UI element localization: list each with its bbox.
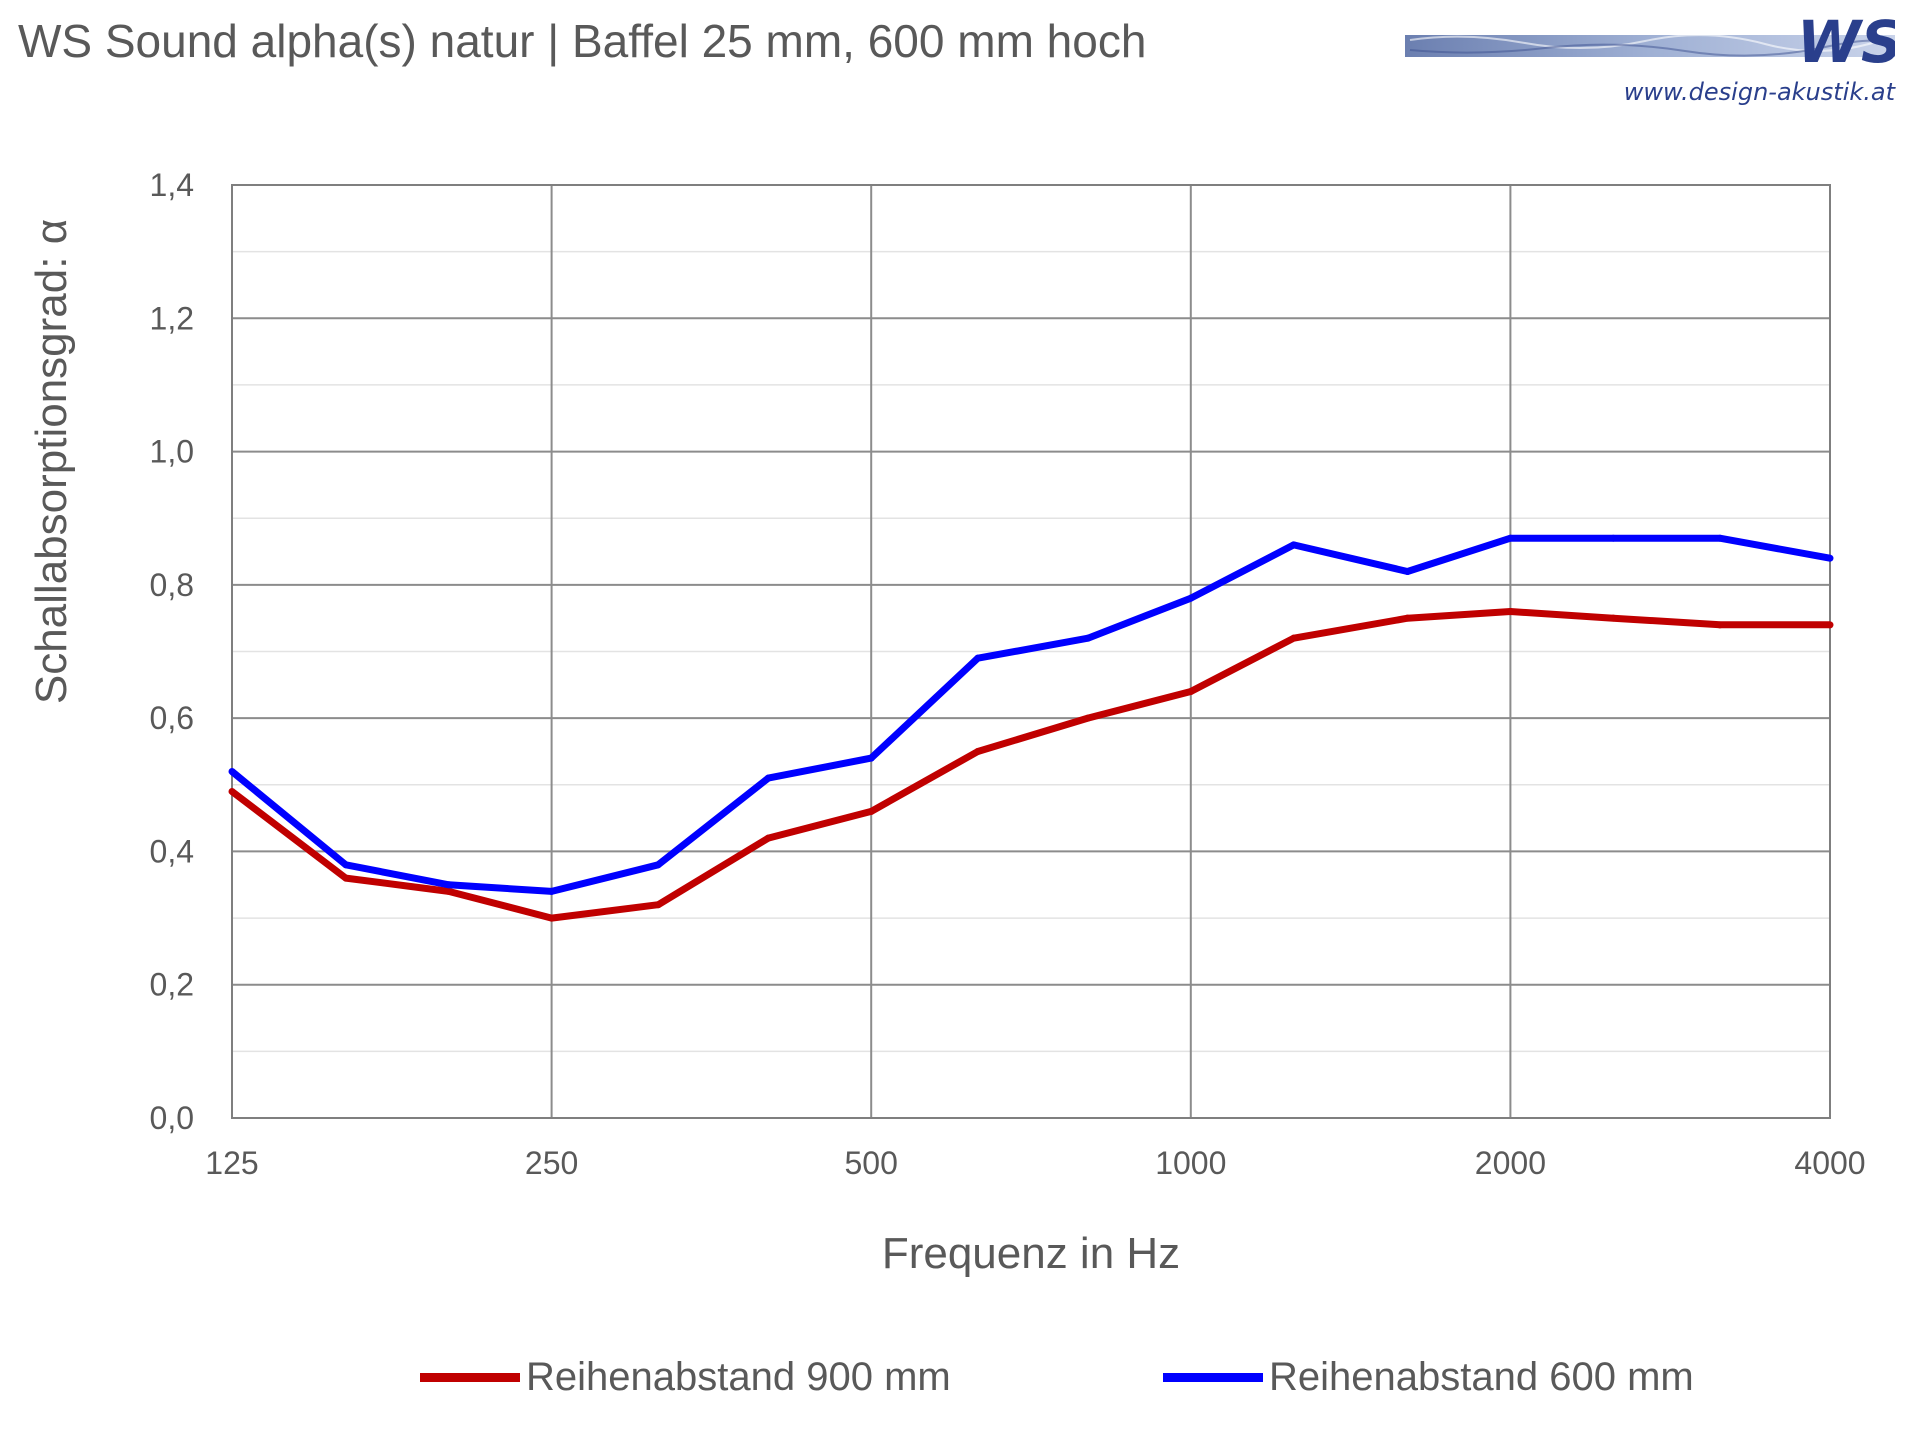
- data-point-series-1: [1609, 614, 1617, 622]
- y-axis-ticks: 0,0 0,2 0,4 0,6 0,8 1,0 1,2 1,4: [150, 167, 194, 1136]
- data-point-series-2: [342, 861, 350, 869]
- data-point-series-1: [342, 874, 350, 882]
- data-point-series-2: [228, 767, 236, 775]
- y-tick-label: 0,8: [150, 567, 194, 603]
- y-tick-label: 0,2: [150, 967, 194, 1003]
- x-tick-label: 1000: [1155, 1145, 1226, 1181]
- data-point-series-2: [1609, 534, 1617, 542]
- x-tick-label: 250: [525, 1145, 578, 1181]
- data-point-series-1: [867, 807, 875, 815]
- legend-swatch-series-1: [420, 1373, 520, 1382]
- company-logo: WS www.design-akustik.at: [1405, 8, 1903, 120]
- data-point-series-1: [764, 834, 772, 842]
- legend-label-series-2: Reihenabstand 600 mm: [1269, 1355, 1694, 1399]
- legend-item-series-2: Reihenabstand 600 mm: [1163, 1355, 1694, 1400]
- y-tick-label: 0,0: [150, 1100, 194, 1136]
- data-point-series-1: [1404, 614, 1412, 622]
- logo-url: www.design-akustik.at: [1623, 78, 1895, 106]
- data-point-series-1: [1826, 621, 1834, 629]
- data-point-series-2: [974, 654, 982, 662]
- logo-letters: WS: [1797, 10, 1895, 72]
- data-point-series-1: [1187, 687, 1195, 695]
- legend: Reihenabstand 900 mm Reihenabstand 600 m…: [0, 1355, 1906, 1415]
- data-point-series-2: [654, 861, 662, 869]
- data-point-series-2: [1084, 634, 1092, 642]
- data-point-series-1: [548, 914, 556, 922]
- x-tick-label: 2000: [1475, 1145, 1546, 1181]
- series-line-1: [229, 608, 1830, 922]
- y-tick-label: 1,4: [150, 167, 194, 203]
- legend-item-series-1: Reihenabstand 900 mm: [420, 1355, 951, 1400]
- y-tick-label: 1,2: [150, 300, 194, 336]
- data-point-series-1: [1084, 714, 1092, 722]
- data-point-series-1: [1290, 634, 1298, 642]
- y-tick-label: 0,4: [150, 833, 194, 869]
- data-point-series-2: [867, 754, 875, 762]
- y-axis-title: Schallabsorptionsgrad: α: [27, 219, 76, 704]
- plot-frame: [231, 184, 1831, 1119]
- page-title: WS Sound alpha(s) natur | Baffel 25 mm, …: [18, 15, 1147, 67]
- data-point-series-1: [228, 787, 236, 795]
- data-point-series-2: [445, 881, 453, 889]
- y-tick-label: 0,6: [150, 700, 194, 736]
- data-point-series-2: [1506, 534, 1514, 542]
- data-point-series-2: [1290, 541, 1298, 549]
- plot-area: [231, 184, 1831, 1119]
- logo-graphic: WS: [1405, 8, 1903, 76]
- data-point-series-1: [1506, 608, 1514, 616]
- legend-swatch-series-2: [1163, 1373, 1263, 1382]
- x-tick-label: 125: [205, 1145, 258, 1181]
- data-point-series-2: [548, 887, 556, 895]
- y-tick-label: 1,0: [150, 434, 194, 470]
- series-line-2: [229, 534, 1831, 895]
- x-axis-title: Frequenz in Hz: [882, 1229, 1180, 1278]
- grid: [231, 184, 1831, 1119]
- data-point-series-2: [1716, 534, 1724, 542]
- x-axis-ticks: 125 250 500 1000 2000 4000: [205, 1145, 1865, 1181]
- data-point-series-1: [445, 887, 453, 895]
- data-point-series-1: [974, 747, 982, 755]
- data-point-series-1: [654, 901, 662, 909]
- data-point-series-2: [1187, 594, 1195, 602]
- line-chart: 0,0 0,2 0,4 0,6 0,8 1,0 1,2 1,4 125 250 500 1000 20…: [27, 167, 1866, 1278]
- x-tick-label: 4000: [1794, 1145, 1865, 1181]
- data-point-series-1: [1716, 621, 1724, 629]
- data-point-series-2: [1826, 554, 1834, 562]
- series-layer: [228, 534, 1834, 922]
- data-point-series-2: [764, 774, 772, 782]
- x-tick-label: 500: [845, 1145, 898, 1181]
- legend-label-series-1: Reihenabstand 900 mm: [526, 1355, 951, 1399]
- data-point-series-2: [1404, 568, 1412, 576]
